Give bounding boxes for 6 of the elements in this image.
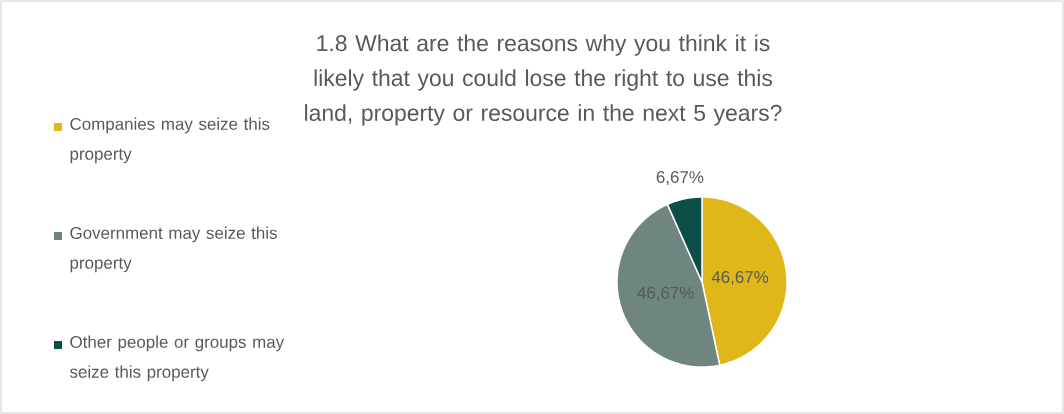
- legend-label: Companies may seize this property: [70, 117, 270, 164]
- legend-label: Government may seize this property: [70, 226, 277, 273]
- legend-label: Other people or groups may seize this property: [69, 335, 285, 382]
- data-label: 6,67%: [656, 171, 704, 186]
- chart-title: 1.8 What are the reasons why you think it is likely that you could lose the right to use this land, property or resource in the next 5 years?: [305, 34, 782, 126]
- data-label: 46,67%: [711, 271, 769, 285]
